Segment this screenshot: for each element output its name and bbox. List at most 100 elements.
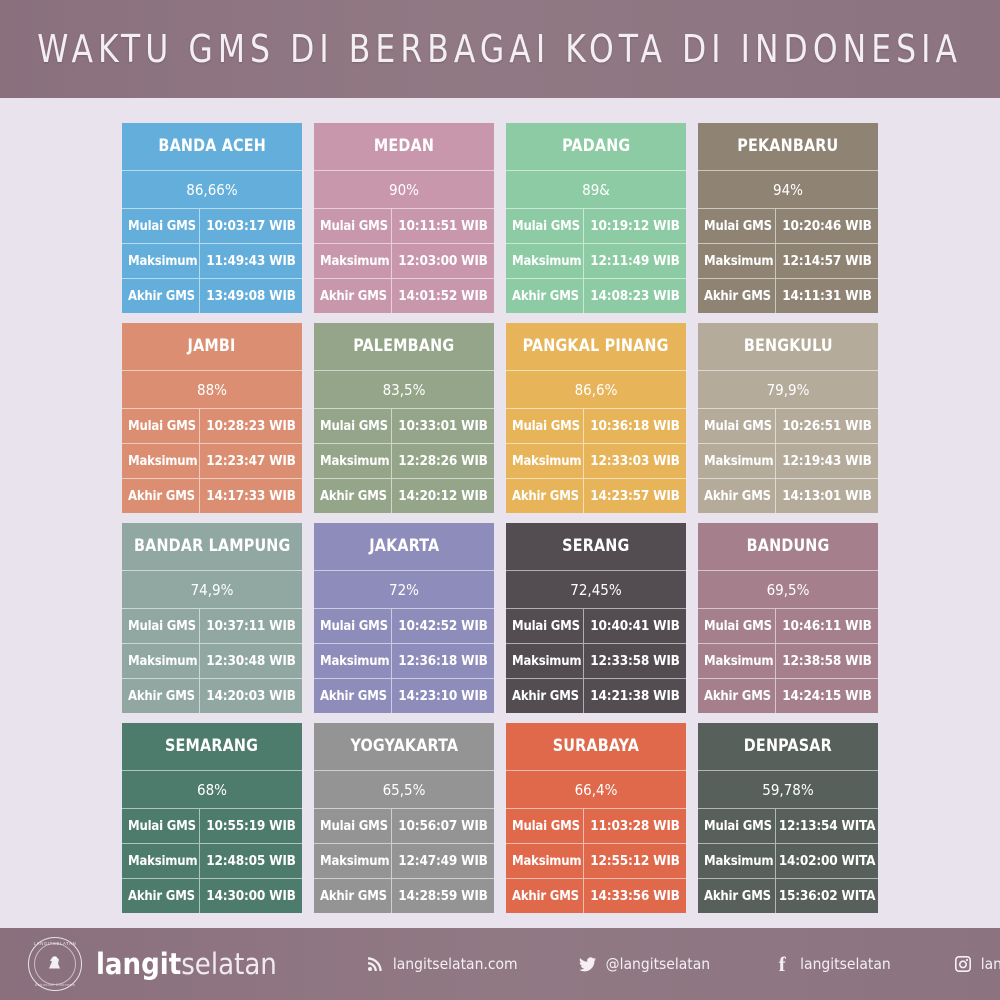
city-card-row: Mulai GMS 10:55:19 WIB xyxy=(122,809,302,844)
social-link-instagram[interactable]: langitselatanmedia xyxy=(953,954,1000,974)
city-card-row: Maksimum 12:48:05 WIB xyxy=(122,844,302,879)
row-label: Akhir GMS xyxy=(698,679,776,713)
city-card: SEMARANG 68% Mulai GMS 10:55:19 WIB Maksimum… xyxy=(122,723,302,913)
twitter-icon xyxy=(578,954,598,974)
row-label: Mulai GMS xyxy=(122,209,200,243)
row-value: 12:13:54 WITA xyxy=(778,818,876,834)
city-card-row: Maksimum 11:49:43 WIB xyxy=(122,244,302,279)
city-card-title: PADANG xyxy=(506,123,686,171)
row-label: Maksimum xyxy=(506,644,584,678)
city-card-title: YOGYAKARTA xyxy=(314,723,494,771)
city-card-row: Akhir GMS 14:21:38 WIB xyxy=(506,679,686,713)
city-card-rows: Mulai GMS 10:26:51 WIB Maksimum 12:19:43 WI… xyxy=(698,409,878,513)
row-value: 14:23:57 WIB xyxy=(590,488,680,504)
row-value: 10:03:17 WIB xyxy=(206,218,296,234)
brand-light-text: selatan xyxy=(181,947,277,981)
logo-emblem-icon xyxy=(45,953,65,976)
city-card-row: Maksimum 12:28:26 WIB xyxy=(314,444,494,479)
row-label: Mulai GMS xyxy=(698,409,776,443)
row-label: Mulai GMS xyxy=(506,209,584,243)
row-value: 12:03:00 WIB xyxy=(398,253,488,269)
city-card-rows: Mulai GMS 10:33:01 WIB Maksimum 12:28:26 WI… xyxy=(314,409,494,513)
city-card: PANGKAL PINANG 86,6% Mulai GMS 10:36:18 WIB… xyxy=(506,323,686,513)
city-card-row: Maksimum 12:47:49 WIB xyxy=(314,844,494,879)
logo-ring-text-top: LANGITSELATAN xyxy=(33,941,77,946)
row-label: Akhir GMS xyxy=(314,479,392,513)
row-value: 10:55:19 WIB xyxy=(206,818,296,834)
city-card-rows: Mulai GMS 10:40:41 WIB Maksimum 12:33:58 WI… xyxy=(506,609,686,713)
city-card-row: Mulai GMS 10:28:23 WIB xyxy=(122,409,302,444)
city-name-text: YOGYAKARTA xyxy=(350,736,458,756)
city-card-row: Maksimum 12:38:58 WIB xyxy=(698,644,878,679)
row-label: Maksimum xyxy=(122,844,200,878)
langitselatan-logo: LANGITSELATAN Astronomi Indonesia xyxy=(28,937,82,991)
city-card-row: Akhir GMS 15:36:02 WITA xyxy=(698,879,878,913)
city-card-row: Mulai GMS 10:11:51 WIB xyxy=(314,209,494,244)
row-label: Mulai GMS xyxy=(698,609,776,643)
row-label: Maksimum xyxy=(698,444,776,478)
city-card-title: MEDAN xyxy=(314,123,494,171)
city-card-row: Akhir GMS 14:17:33 WIB xyxy=(122,479,302,513)
city-card-row: Maksimum 14:02:00 WITA xyxy=(698,844,878,879)
social-label-twitter: @langitselatan xyxy=(605,955,711,973)
city-card-rows: Mulai GMS 12:13:54 WITA Maksimum 14:02:00 W… xyxy=(698,809,878,913)
row-label: Akhir GMS xyxy=(506,879,584,913)
row-label: Mulai GMS xyxy=(314,609,392,643)
row-value: 10:20:46 WIB xyxy=(782,218,872,234)
city-obscuration-percent: 69,5% xyxy=(698,571,878,609)
city-obscuration-percent: 86,6% xyxy=(506,371,686,409)
city-card-row: Akhir GMS 14:23:57 WIB xyxy=(506,479,686,513)
city-card-rows: Mulai GMS 10:28:23 WIB Maksimum 12:23:47 WI… xyxy=(122,409,302,513)
city-card-row: Maksimum 12:36:18 WIB xyxy=(314,644,494,679)
city-card-row: Mulai GMS 10:42:52 WIB xyxy=(314,609,494,644)
row-label: Maksimum xyxy=(698,644,776,678)
city-card: PALEMBANG 83,5% Mulai GMS 10:33:01 WIB Maksi… xyxy=(314,323,494,513)
social-link-twitter[interactable]: @langitselatan xyxy=(578,954,711,974)
city-card-row: Akhir GMS 14:24:15 WIB xyxy=(698,679,878,713)
city-card-row: Maksimum 12:03:00 WIB xyxy=(314,244,494,279)
row-label: Akhir GMS xyxy=(698,879,776,913)
row-value: 12:19:43 WIB xyxy=(782,453,872,469)
city-obscuration-percent: 89& xyxy=(506,171,686,209)
city-card-row: Akhir GMS 14:13:01 WIB xyxy=(698,479,878,513)
row-label: Maksimum xyxy=(506,244,584,278)
row-value: 14:30:00 WIB xyxy=(206,888,296,904)
city-card-row: Akhir GMS 14:20:03 WIB xyxy=(122,679,302,713)
city-name-text: PADANG xyxy=(561,136,631,156)
row-label: Maksimum xyxy=(698,244,776,278)
row-label: Mulai GMS xyxy=(122,609,200,643)
city-cards-grid: BANDA ACEH 86,66% Mulai GMS 10:03:17 WIB Mak… xyxy=(122,123,878,913)
city-name-text: PALEMBANG xyxy=(353,336,455,356)
row-label: Maksimum xyxy=(122,444,200,478)
city-card: JAKARTA 72% Mulai GMS 10:42:52 WIB Maksimum 1… xyxy=(314,523,494,713)
row-label: Akhir GMS xyxy=(698,479,776,513)
city-obscuration-percent: 72,45% xyxy=(506,571,686,609)
row-value: 10:56:07 WIB xyxy=(398,818,488,834)
row-label: Maksimum xyxy=(122,244,200,278)
city-name-text: MEDAN xyxy=(373,136,435,156)
city-obscuration-percent: 59,78% xyxy=(698,771,878,809)
row-label: Mulai GMS xyxy=(698,809,776,843)
row-value: 10:37:11 WIB xyxy=(206,618,296,634)
city-card-row: Mulai GMS 10:40:41 WIB xyxy=(506,609,686,644)
row-label: Akhir GMS xyxy=(506,479,584,513)
city-card-rows: Mulai GMS 10:42:52 WIB Maksimum 12:36:18 WI… xyxy=(314,609,494,713)
city-card-rows: Mulai GMS 10:36:18 WIB Maksimum 12:33:03 WI… xyxy=(506,409,686,513)
city-card-row: Akhir GMS 14:01:52 WIB xyxy=(314,279,494,313)
row-label: Maksimum xyxy=(506,844,584,878)
social-link-website[interactable]: langitselatan.com xyxy=(365,954,518,974)
city-card-title: BANDUNG xyxy=(698,523,878,571)
row-value: 12:33:03 WIB xyxy=(590,453,680,469)
city-name-text: JAMBI xyxy=(187,336,237,356)
city-name-text: SURABAYA xyxy=(552,736,640,756)
city-card: SURABAYA 66,4% Mulai GMS 11:03:28 WIB Maksim… xyxy=(506,723,686,913)
row-label: Akhir GMS xyxy=(506,679,584,713)
city-card: DENPASAR 59,78% Mulai GMS 12:13:54 WITA Maks… xyxy=(698,723,878,913)
row-label: Mulai GMS xyxy=(314,209,392,243)
city-card-rows: Mulai GMS 11:03:28 WIB Maksimum 12:55:12 WI… xyxy=(506,809,686,913)
city-card: BANDA ACEH 86,66% Mulai GMS 10:03:17 WIB Mak… xyxy=(122,123,302,313)
city-card: PADANG 89& Mulai GMS 10:19:12 WIB Maksimum 12… xyxy=(506,123,686,313)
city-card-title: PALEMBANG xyxy=(314,323,494,371)
social-link-facebook[interactable]: f langitselatan xyxy=(772,953,891,974)
city-card-row: Maksimum 12:33:03 WIB xyxy=(506,444,686,479)
